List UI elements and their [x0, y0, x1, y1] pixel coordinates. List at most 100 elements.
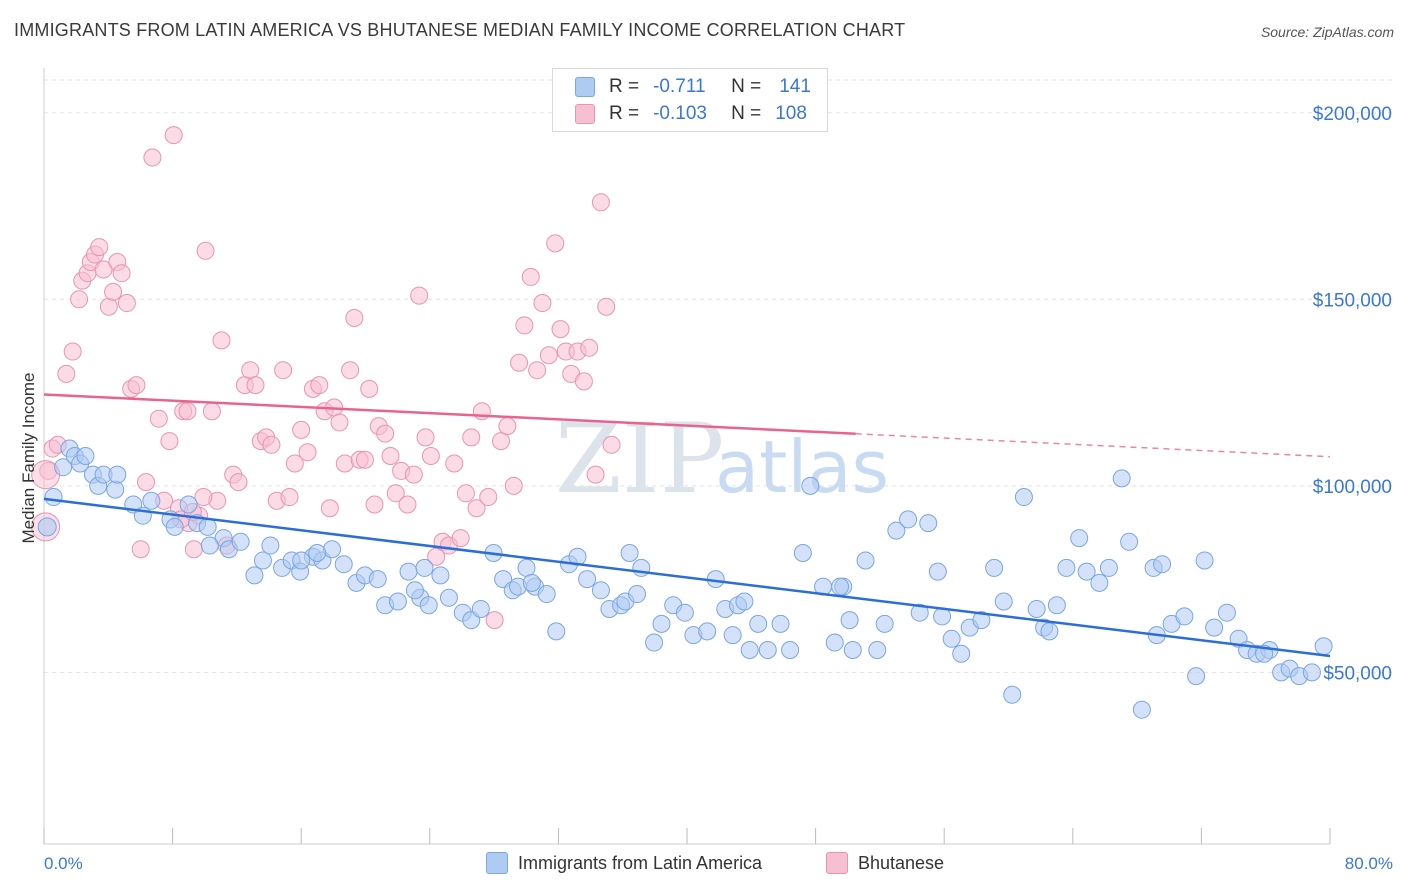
bhutanese-point [510, 353, 529, 372]
bhutanese-point [320, 499, 339, 518]
latin-america-point [740, 641, 759, 659]
bhutanese-point [310, 376, 329, 395]
latin-america-point [868, 641, 887, 659]
latin-america-point [985, 558, 1004, 577]
latin-america-point [875, 614, 894, 633]
series-latin-america [37, 439, 1333, 719]
latin-america-point [261, 536, 280, 555]
latin-america-point [368, 570, 387, 589]
y-tick-label: $50,000 [1323, 663, 1392, 684]
bhutanese-point [492, 432, 511, 451]
bhutanese-point [330, 413, 349, 432]
stats-legend: R = -0.711 N = 141 R = -0.103 N = 108 [552, 68, 828, 132]
latin-america-point [547, 622, 566, 641]
latin-america-point [1070, 529, 1089, 548]
bhutanese-point [184, 540, 203, 559]
bhutanese-point [298, 443, 317, 462]
latin-america-point [537, 585, 556, 604]
latin-america-point [198, 517, 217, 536]
latin-america-point [1003, 685, 1022, 704]
bhutanese-point [376, 424, 395, 443]
bhutanese-point [546, 234, 565, 253]
y-tick-label: $200,000 [1313, 104, 1392, 125]
latin-america-point [952, 644, 971, 663]
bhutanese-point [365, 495, 384, 514]
latin-america-point [415, 558, 434, 577]
latin-america-point [399, 562, 418, 581]
latin-america-point [471, 599, 490, 618]
latin-america-point [578, 570, 597, 589]
latin-america-point [1027, 599, 1046, 618]
latin-america-point [179, 495, 198, 514]
latin-america-point [106, 480, 125, 499]
x-tick-label: 80.0% [1345, 854, 1393, 873]
y-tick-labels: $50,000 $100,000 $150,000 $200,000 [1313, 104, 1392, 685]
bhutanese-point [539, 346, 558, 365]
bhutanese-point [194, 488, 213, 507]
latin-america-point [825, 633, 844, 652]
bhutanese-point [57, 364, 76, 383]
bhutanese-point [345, 308, 364, 327]
latin-america-point [1090, 573, 1109, 592]
bhutanese-point [178, 402, 197, 421]
bhutanese-point [246, 376, 265, 395]
bhutanese-point [212, 331, 231, 350]
latin-america-point [54, 458, 73, 477]
latin-america-point [200, 536, 219, 555]
legend-swatch-pink [575, 104, 595, 124]
bhutanese-point [360, 379, 379, 398]
latin-america-point [994, 592, 1013, 611]
latin-america-point [758, 641, 777, 659]
latin-america-point [899, 510, 918, 529]
latin-america-point [628, 585, 647, 604]
bhutanese-point [479, 488, 498, 507]
latin-america-point [245, 566, 264, 585]
bhutanese-point [591, 193, 610, 212]
latin-america-point [165, 517, 184, 536]
bhutanese-point [386, 484, 405, 503]
bhutanese-point [131, 540, 150, 559]
bhutanese-point [280, 488, 299, 507]
x-tick-label: 0.0% [44, 854, 83, 873]
latin-america-point [856, 551, 875, 570]
bhutanese-point [104, 282, 123, 301]
latin-america-point [632, 558, 651, 577]
latin-america-point [231, 532, 250, 551]
legend-r-value: -0.103 [653, 103, 707, 124]
latin-america-point [1187, 667, 1206, 686]
y-tick-label: $150,000 [1313, 290, 1392, 311]
legend-n-value: 141 [779, 76, 811, 97]
latin-america-point [723, 626, 742, 645]
legend-r-label: R = [609, 76, 640, 97]
bhutanese-point [521, 267, 540, 286]
bhutanese-point [127, 376, 146, 395]
trend-lines [43, 393, 1331, 658]
latin-america-point [334, 555, 353, 574]
legend-swatch-pink [826, 852, 848, 874]
watermark-atlas: atlas [715, 425, 889, 509]
bhutanese-point [143, 148, 162, 167]
bhutanese-point [112, 264, 131, 283]
latin-america-point [76, 447, 95, 465]
latin-america-point [591, 581, 610, 600]
bhutanese-point [381, 447, 400, 465]
latin-america-point [735, 592, 754, 611]
latin-america-point [1040, 622, 1059, 641]
latin-america-point [793, 544, 812, 562]
bhutanese-point [586, 465, 605, 484]
source-label: Source: ZipAtlas.com [1260, 24, 1394, 40]
legend-n-value: 108 [775, 103, 807, 124]
bhutanese-point [398, 495, 417, 514]
bhutanese-point [485, 611, 504, 630]
bhutanese-point [574, 372, 593, 391]
latin-america-point [522, 573, 541, 592]
latin-america-point [749, 614, 768, 633]
latin-america-point [1153, 555, 1172, 574]
legend-swatch-blue [486, 852, 508, 874]
latin-america-point [388, 592, 407, 611]
latin-america-point [323, 540, 342, 559]
legend-label-bhutanese: Bhutanese [858, 852, 945, 873]
bhutanese-point [274, 361, 293, 380]
latin-america-point [831, 577, 850, 596]
bhutanese-point [462, 428, 481, 447]
